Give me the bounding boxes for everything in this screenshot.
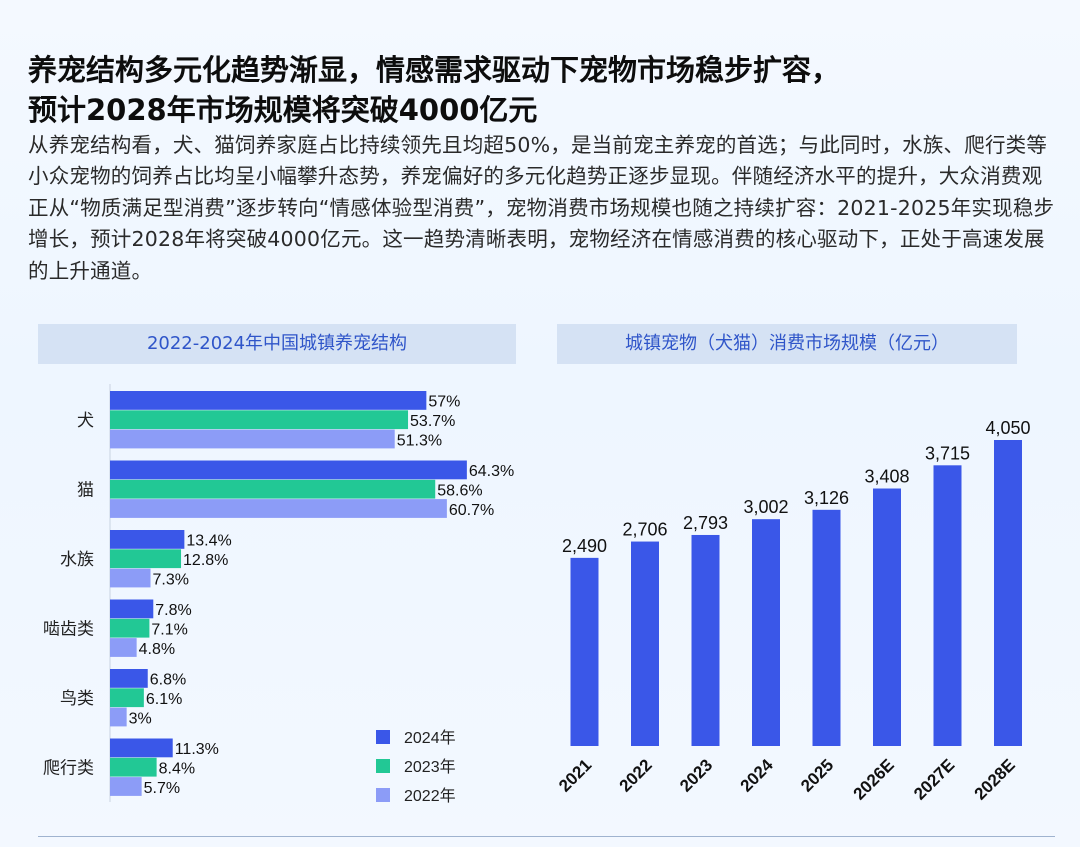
column-0 xyxy=(570,557,599,746)
bar-label-2-1: 12.8% xyxy=(183,552,228,569)
column-4 xyxy=(812,509,841,746)
category-label-3: 啮齿类 xyxy=(43,619,94,638)
bar-4-2 xyxy=(110,707,127,727)
title-line-2: 预计2028年市场规模将突破4000亿元 xyxy=(28,93,538,127)
bar-label-4-1: 6.1% xyxy=(146,691,182,708)
column-value-5: 3,408 xyxy=(864,467,909,487)
market-size-chart: 2,490 2021 2,706 2022 2,793 2023 3,002 2024 3,12… xyxy=(555,418,1030,804)
bar-0-1 xyxy=(110,410,409,430)
x-tick-label-6: 2027E xyxy=(910,755,958,803)
pet-structure-chart: 犬 57% 53.7% 51.3% 猫 64.3% 58.6% 60.7% 水族 13.4% 12.… xyxy=(43,384,514,805)
bar-label-1-1: 58.6% xyxy=(437,482,482,499)
bar-1-0 xyxy=(110,460,467,480)
bar-1-1 xyxy=(110,479,436,499)
category-label-4: 鸟类 xyxy=(60,689,94,708)
bar-label-1-2: 60.7% xyxy=(449,502,494,519)
bar-3-1 xyxy=(110,618,150,638)
bar-label-1-0: 64.3% xyxy=(469,463,514,480)
bar-label-0-2: 51.3% xyxy=(397,432,442,449)
page-title: 养宠结构多元化趋势渐显，情感需求驱动下宠物市场稳步扩容， 预计2028年市场规模… xyxy=(28,50,1058,130)
x-tick-label-2: 2023 xyxy=(676,755,716,795)
column-value-7: 4,050 xyxy=(985,418,1030,438)
title-line-1: 养宠结构多元化趋势渐显，情感需求驱动下宠物市场稳步扩容， xyxy=(28,53,841,87)
bar-3-2 xyxy=(110,638,137,657)
bar-label-4-2: 3% xyxy=(129,710,152,727)
bar-2-1 xyxy=(110,549,182,569)
x-tick-label-7: 2028E xyxy=(971,755,1019,803)
x-tick-label-5: 2026E xyxy=(850,755,898,803)
x-tick-label-3: 2024 xyxy=(737,755,778,796)
bottom-divider xyxy=(38,836,1055,837)
column-6 xyxy=(933,465,962,746)
bar-label-3-0: 7.8% xyxy=(155,602,191,619)
legend-swatch-2 xyxy=(376,788,390,802)
legend-swatch-0 xyxy=(376,730,390,744)
summary-paragraph: 从养宠结构看，犬、猫饲养家庭占比持续领先且均超50%，是当前宠主养宠的首选；与此… xyxy=(28,133,1055,283)
category-label-2: 水族 xyxy=(60,550,94,569)
bar-4-0 xyxy=(110,669,148,688)
market-size-chart-header: 城镇宠物（犬猫）消费市场规模（亿元） xyxy=(557,324,1017,364)
bar-2-2 xyxy=(110,568,151,588)
bar-label-0-1: 53.7% xyxy=(410,413,455,430)
column-value-2: 2,793 xyxy=(683,513,728,533)
x-tick-label-1: 2022 xyxy=(616,755,656,795)
legend-label-0: 2024年 xyxy=(404,729,456,747)
bar-label-4-0: 6.8% xyxy=(150,672,186,689)
bar-5-0 xyxy=(110,738,173,758)
column-2 xyxy=(691,534,720,746)
legend-label-2: 2022年 xyxy=(404,787,456,805)
category-label-1: 猫 xyxy=(77,480,94,499)
legend-swatch-1 xyxy=(376,759,390,773)
column-1 xyxy=(631,541,659,746)
bar-label-5-0: 11.3% xyxy=(175,741,219,758)
x-tick-label-4: 2025 xyxy=(797,755,837,795)
bar-label-2-2: 7.3% xyxy=(153,571,189,588)
bar-label-3-1: 7.1% xyxy=(151,621,187,638)
bar-2-0 xyxy=(110,530,185,549)
bar-label-3-2: 4.8% xyxy=(139,641,175,658)
bar-0-0 xyxy=(110,391,427,410)
column-5 xyxy=(873,488,901,746)
bar-1-2 xyxy=(110,499,447,518)
bar-5-2 xyxy=(110,777,142,796)
bar-label-0-0: 57% xyxy=(428,394,460,411)
category-label-5: 爬行类 xyxy=(43,758,94,777)
bar-0-2 xyxy=(110,429,395,449)
legend-label-1: 2023年 xyxy=(404,758,456,776)
category-label-0: 犬 xyxy=(77,411,94,430)
column-value-4: 3,126 xyxy=(804,488,849,508)
column-3 xyxy=(752,519,780,746)
bar-label-2-0: 13.4% xyxy=(186,533,231,550)
column-value-1: 2,706 xyxy=(622,520,667,540)
bar-label-5-1: 8.4% xyxy=(159,760,195,777)
bar-label-5-2: 5.7% xyxy=(144,780,180,797)
column-7 xyxy=(994,440,1022,746)
x-tick-label-0: 2021 xyxy=(555,755,595,795)
column-value-3: 3,002 xyxy=(743,497,788,517)
bar-5-1 xyxy=(110,757,157,777)
bar-4-1 xyxy=(110,688,144,708)
bar-3-0 xyxy=(110,599,154,619)
pet-structure-chart-header: 2022-2024年中国城镇养宠结构 xyxy=(38,324,516,364)
column-value-0: 2,490 xyxy=(562,536,607,556)
column-value-6: 3,715 xyxy=(925,443,970,463)
